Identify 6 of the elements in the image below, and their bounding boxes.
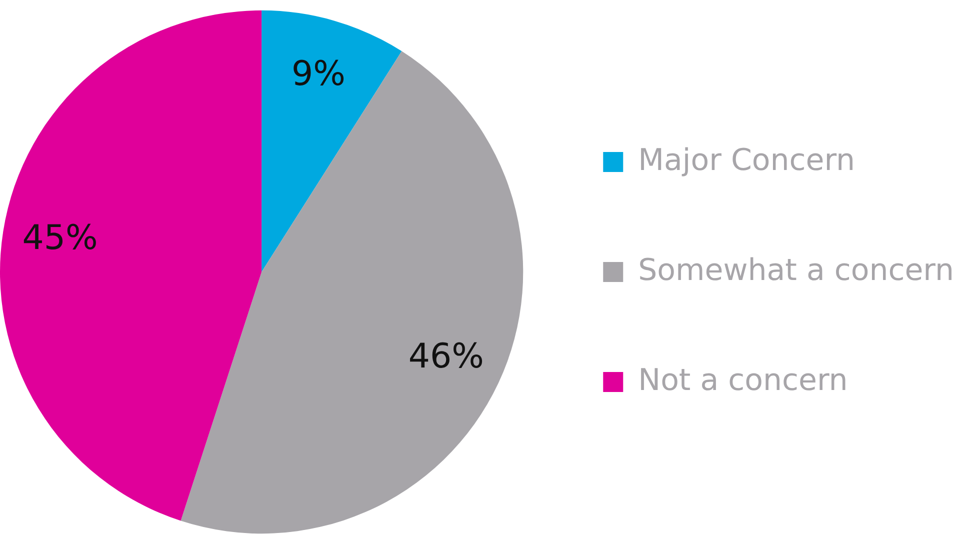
data-label: 45% xyxy=(22,218,98,258)
data-label: 9% xyxy=(292,54,346,94)
legend-label: Not a concern xyxy=(638,362,848,398)
legend-label: Major Concern xyxy=(638,142,856,178)
legend-label: Somewhat a concern xyxy=(638,252,954,288)
data-label: 46% xyxy=(408,336,484,377)
